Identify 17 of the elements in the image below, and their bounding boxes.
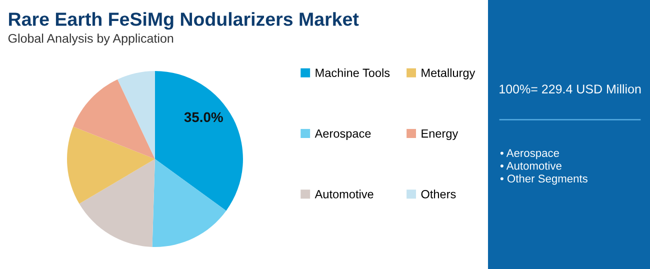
legend-label: Energy	[422, 129, 458, 140]
text: • Aerospace • Automotive • Other Segments	[500, 149, 588, 185]
chart-title: Rare Earth FeSiMg Nodularizers Market	[9, 12, 359, 30]
legend-label: Metallurgy	[422, 68, 476, 80]
pie-slice	[67, 126, 155, 204]
pie-slice	[152, 159, 226, 247]
pie-slice	[118, 71, 155, 159]
legend-label: Aerospace	[314, 129, 371, 140]
pie-slice	[73, 79, 155, 159]
pie-slice	[79, 159, 155, 247]
chart-subtitle: Global Analysis by Application	[8, 34, 174, 46]
data-label: 35.0%	[184, 112, 223, 122]
text: 100%= 229.4 USD Million	[500, 84, 641, 94]
legend-label: Automotive	[314, 190, 374, 198]
legend-label: Others	[421, 190, 456, 198]
pie-slice	[155, 71, 243, 211]
legend-label: Machine Tools	[316, 68, 390, 78]
